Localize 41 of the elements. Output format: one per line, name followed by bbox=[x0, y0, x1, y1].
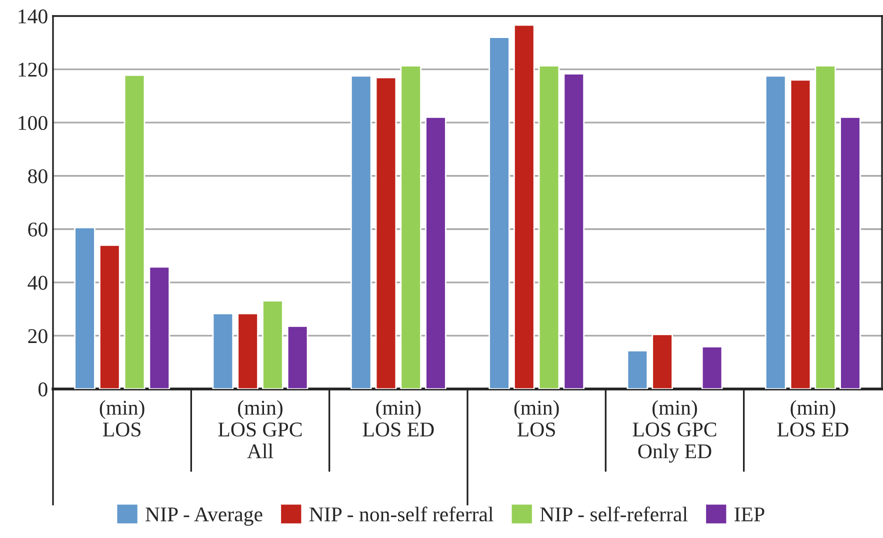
x-tick-label: (min) LOS GPC All bbox=[218, 400, 302, 458]
x-tick-label: (min) LOS bbox=[514, 400, 559, 437]
bar bbox=[237, 312, 258, 389]
bar bbox=[375, 76, 397, 389]
y-tick-label: 20 bbox=[28, 329, 48, 344]
y-tick-label: 100 bbox=[18, 116, 48, 130]
bar bbox=[74, 226, 96, 389]
y-tick-label: 60 bbox=[28, 222, 48, 237]
y-tick-label: 120 bbox=[18, 62, 48, 77]
bar bbox=[563, 73, 585, 389]
legend-label: NIP - non-self referral bbox=[309, 506, 494, 522]
legend-label: NIP - Average bbox=[146, 507, 262, 526]
bar bbox=[262, 300, 284, 389]
bar bbox=[425, 116, 446, 389]
bar bbox=[538, 65, 560, 389]
bar bbox=[790, 79, 812, 389]
x-tick-label: (min) LOS ED bbox=[777, 400, 848, 437]
bar bbox=[514, 24, 535, 389]
bar bbox=[286, 325, 308, 389]
bar bbox=[626, 350, 648, 389]
y-tick-label: 0 bbox=[38, 382, 48, 396]
bar bbox=[212, 312, 234, 389]
bar bbox=[124, 74, 146, 389]
y-tick-label: 80 bbox=[28, 169, 48, 184]
x-tick-label: (min) LOS ED bbox=[362, 400, 434, 437]
legend-label: NIP - self-referral bbox=[540, 506, 688, 522]
bar bbox=[400, 65, 422, 389]
bar bbox=[99, 244, 120, 389]
y-tick-label: 40 bbox=[28, 276, 48, 290]
bar bbox=[652, 334, 673, 389]
bar bbox=[488, 36, 510, 389]
bar bbox=[701, 346, 723, 389]
bar bbox=[764, 75, 786, 389]
bar bbox=[350, 75, 372, 389]
bar bbox=[840, 116, 861, 389]
x-tick-label: (min) LOS GPC Only ED bbox=[632, 400, 716, 463]
legend-label: IEP bbox=[734, 508, 764, 522]
bar bbox=[148, 266, 170, 389]
x-tick-label: (min) LOS bbox=[100, 400, 144, 437]
bar bbox=[814, 65, 836, 389]
y-tick-label: 140 bbox=[18, 9, 48, 24]
